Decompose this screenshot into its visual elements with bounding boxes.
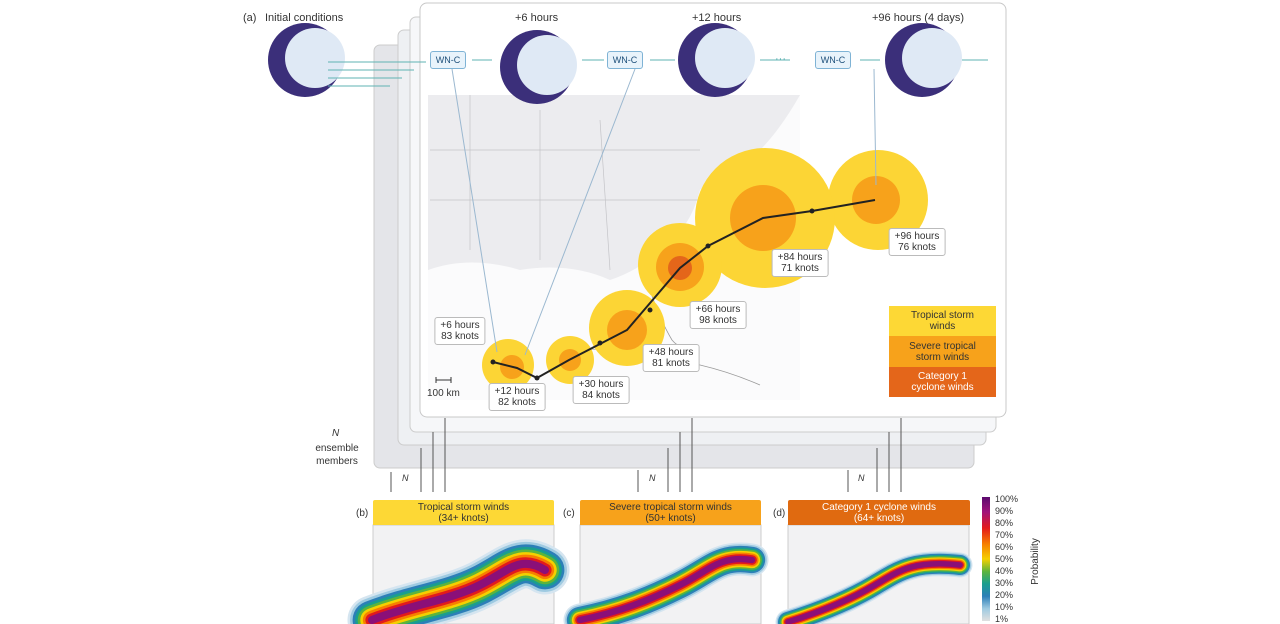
probability-band bbox=[576, 555, 756, 624]
time: +96 hours bbox=[894, 231, 940, 242]
initial-label: Initial conditions bbox=[265, 12, 344, 24]
panel-header: Severe tropical storm winds (50+ knots) bbox=[580, 500, 761, 525]
probability-band bbox=[785, 560, 963, 624]
model-box: WN-C bbox=[430, 51, 466, 69]
probability-band bbox=[367, 559, 550, 624]
n-mark: N bbox=[649, 473, 656, 483]
panel-header: Category 1 cyclone winds (64+ knots) bbox=[788, 500, 970, 525]
panel-threshold: (34+ knots) bbox=[438, 512, 489, 524]
step-label: +96 hours (4 days) bbox=[872, 12, 965, 24]
colorbar-tick: 50% bbox=[995, 554, 1014, 564]
speed: 83 knots bbox=[441, 331, 479, 342]
time: +30 hours bbox=[578, 379, 624, 390]
colorbar-tick: 100% bbox=[995, 494, 1019, 504]
scale-label: 100 km bbox=[427, 388, 460, 399]
panel-title: Tropical storm winds bbox=[417, 501, 510, 513]
panel-threshold: (50+ knots) bbox=[645, 512, 696, 524]
model-box: WN-C bbox=[815, 51, 851, 69]
panel-label: (c) bbox=[563, 508, 575, 519]
step-label: +6 hours bbox=[515, 12, 559, 24]
speed: 76 knots bbox=[898, 242, 936, 253]
speed: 82 knots bbox=[498, 397, 536, 408]
colorbar-tick: 20% bbox=[995, 590, 1014, 600]
track-label: +30 hours 84 knots bbox=[572, 376, 630, 404]
legend-entry: Severe tropical storm winds bbox=[909, 340, 976, 363]
ensemble-n: N bbox=[332, 428, 340, 439]
ellipsis: ··· bbox=[775, 53, 786, 65]
speed: 84 knots bbox=[582, 390, 620, 401]
time: +6 hours bbox=[440, 320, 480, 331]
ensemble-label: ensemble members bbox=[315, 443, 359, 467]
colorbar-tick: 70% bbox=[995, 530, 1014, 540]
colorbar-tick: 30% bbox=[995, 578, 1014, 588]
colorbar-tick: 90% bbox=[995, 506, 1014, 516]
panel-title: Severe tropical storm winds bbox=[609, 501, 732, 513]
earth-icons bbox=[268, 23, 962, 104]
legend-entry: Category 1 cyclone winds bbox=[911, 371, 974, 393]
panel-header: Tropical storm winds (34+ knots) bbox=[373, 500, 554, 525]
time: +84 hours bbox=[777, 252, 823, 263]
scale-bar bbox=[435, 377, 452, 383]
panel-threshold: (64+ knots) bbox=[853, 512, 905, 524]
colorbar-tick: 60% bbox=[995, 542, 1014, 552]
colorbar bbox=[982, 497, 990, 621]
time: +66 hours bbox=[695, 304, 741, 315]
n-mark: N bbox=[858, 473, 865, 483]
legend-swatch bbox=[889, 367, 996, 397]
flow-arrows bbox=[328, 59, 988, 356]
speed: 81 knots bbox=[652, 358, 690, 369]
panel-label: (a) bbox=[243, 12, 257, 24]
colorbar-title: Probability bbox=[1029, 538, 1041, 585]
time: +48 hours bbox=[648, 347, 694, 358]
track-label: +66 hours 98 knots bbox=[689, 301, 747, 329]
colorbar-tick: 80% bbox=[995, 518, 1014, 528]
legend-swatch bbox=[889, 336, 996, 367]
time: +12 hours bbox=[494, 386, 540, 397]
panel-label: (b) bbox=[356, 508, 369, 519]
legend-swatch bbox=[889, 306, 996, 336]
storm-track bbox=[492, 199, 876, 380]
track-label: +84 hours 71 knots bbox=[771, 249, 829, 277]
track-label: +12 hours 82 knots bbox=[488, 383, 546, 411]
colorbar-tick: 40% bbox=[995, 566, 1014, 576]
model-box: WN-C bbox=[607, 51, 643, 69]
colorbar-tick: 10% bbox=[995, 602, 1014, 612]
track-label: +96 hours 76 knots bbox=[888, 228, 946, 256]
n-mark: N bbox=[402, 473, 409, 483]
step-label: +12 hours bbox=[692, 12, 742, 24]
track-points bbox=[490, 208, 815, 381]
speed: 71 knots bbox=[781, 263, 819, 274]
legend-entry: Tropical storm winds bbox=[911, 310, 974, 332]
track-label: +48 hours 81 knots bbox=[642, 344, 700, 372]
probability-swaths bbox=[347, 539, 973, 624]
speed: 98 knots bbox=[699, 315, 737, 326]
track-label: +6 hours 83 knots bbox=[434, 317, 486, 345]
state-borders bbox=[430, 95, 700, 271]
panel-title: Category 1 cyclone winds bbox=[822, 501, 936, 513]
swath-sts bbox=[852, 176, 900, 224]
colorbar-tick: 1% bbox=[995, 614, 1009, 624]
output-arrows bbox=[390, 418, 902, 492]
panel-label: (d) bbox=[773, 508, 786, 519]
